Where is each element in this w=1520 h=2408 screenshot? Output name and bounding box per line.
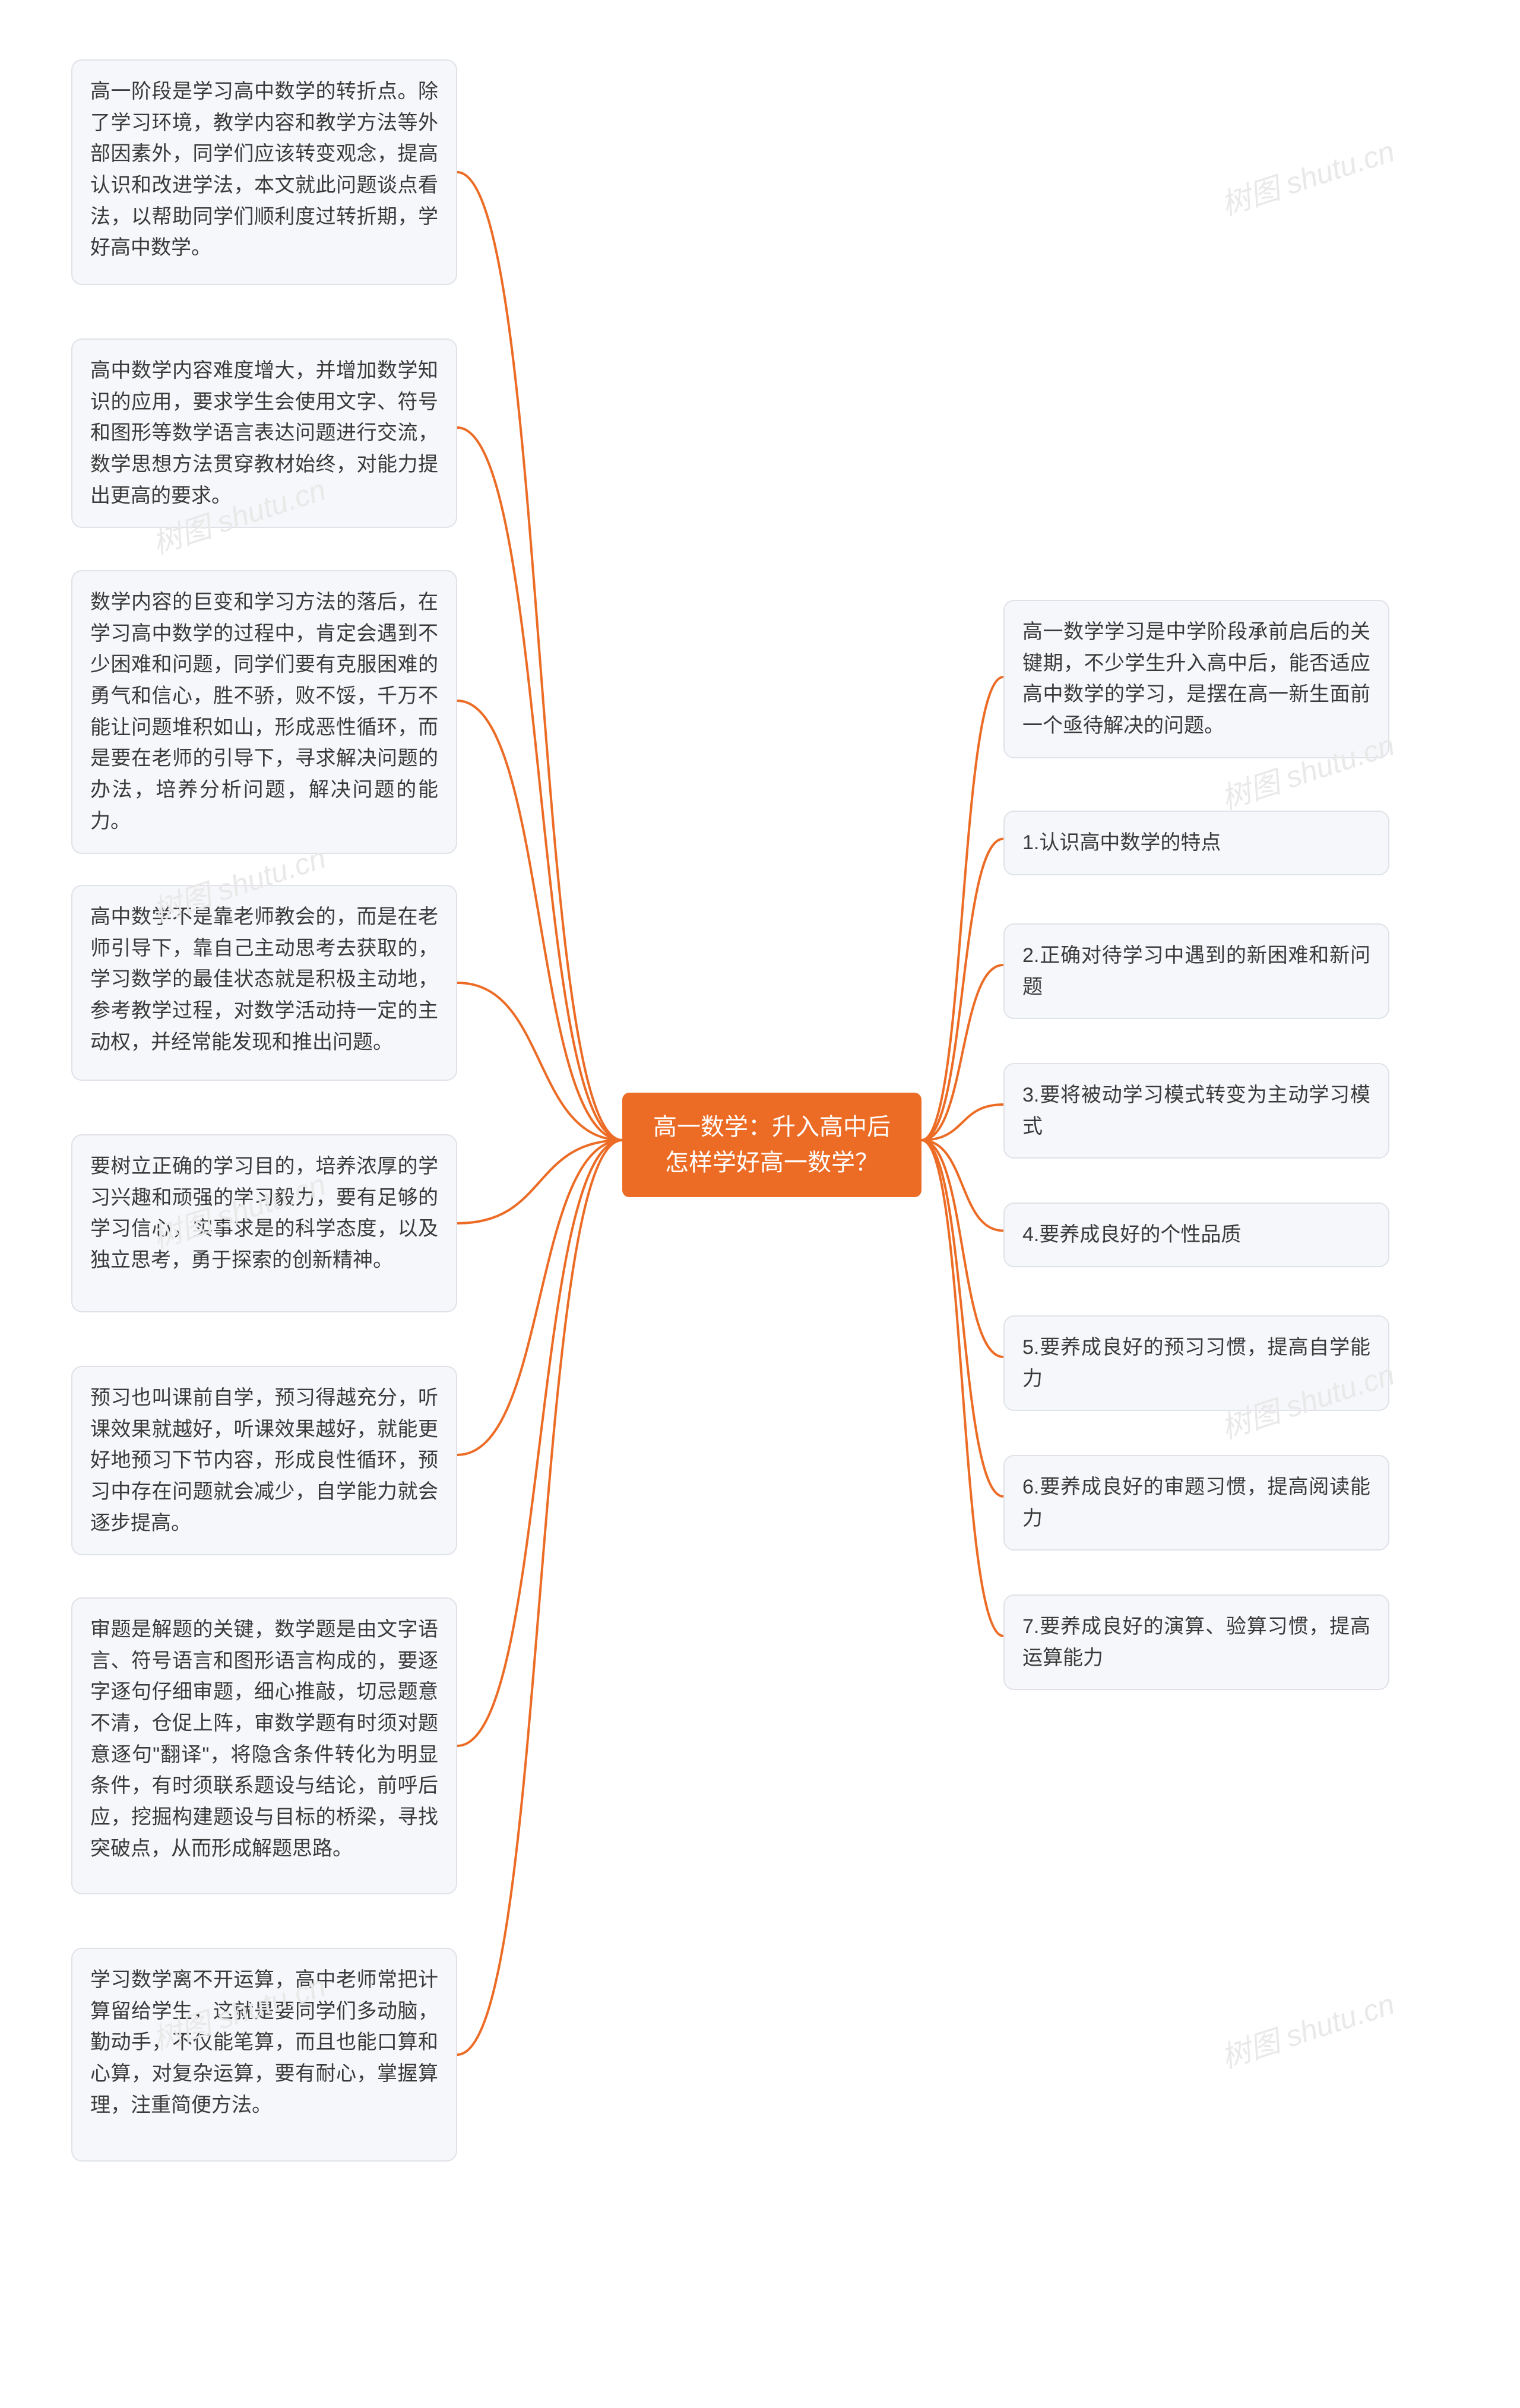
center-node: 高一数学：升入高中后怎样学好高一数学？ bbox=[622, 1093, 922, 1197]
edge bbox=[457, 1140, 622, 2055]
left-node-5: 预习也叫课前自学，预习得越充分，听课效果就越好，听课效果越好，就能更好地预习下节… bbox=[71, 1366, 457, 1555]
edge bbox=[922, 839, 1003, 1141]
left-node-3: 高中数学不是靠老师教会的，而是在老师引导下，靠自己主动思考去获取的，学习数学的最… bbox=[71, 885, 457, 1081]
edge bbox=[922, 1140, 1003, 1496]
right-node-7: 7.要养成良好的演算、验算习惯，提高运算能力 bbox=[1003, 1594, 1389, 1690]
edge bbox=[457, 983, 622, 1140]
edge bbox=[922, 1105, 1003, 1140]
watermark: 树图 shutu.cn bbox=[1215, 128, 1399, 224]
right-node-4: 4.要养成良好的个性品质 bbox=[1003, 1203, 1389, 1267]
edge bbox=[922, 677, 1003, 1140]
edge bbox=[922, 965, 1003, 1140]
left-node-0: 高一阶段是学习高中数学的转折点。除了学习环境，教学内容和教学方法等外部因素外，同… bbox=[71, 59, 457, 285]
right-node-6: 6.要养成良好的审题习惯，提高阅读能力 bbox=[1003, 1455, 1389, 1551]
right-node-1: 1.认识高中数学的特点 bbox=[1003, 811, 1389, 875]
right-node-3: 3.要将被动学习模式转变为主动学习模式 bbox=[1003, 1063, 1389, 1159]
edge bbox=[457, 172, 622, 1140]
edge bbox=[922, 1140, 1003, 1231]
left-node-6: 审题是解题的关键，数学题是由文字语言、符号语言和图形语言构成的，要逐字逐句仔细审… bbox=[71, 1597, 457, 1894]
edge bbox=[457, 1140, 622, 1223]
left-node-1: 高中数学内容难度增大，并增加数学知识的应用，要求学生会使用文字、符号和图形等数学… bbox=[71, 338, 457, 528]
edge bbox=[922, 1140, 1003, 1636]
right-node-5: 5.要养成良好的预习习惯，提高自学能力 bbox=[1003, 1315, 1389, 1411]
mindmap-canvas: 高一数学：升入高中后怎样学好高一数学？ 高一阶段是学习高中数学的转折点。除了学习… bbox=[0, 0, 1520, 2408]
left-node-2: 数学内容的巨变和学习方法的落后，在学习高中数学的过程中，肯定会遇到不少困难和问题… bbox=[71, 570, 457, 854]
edge bbox=[457, 1140, 622, 1455]
watermark: 树图 shutu.cn bbox=[1215, 1980, 1399, 2077]
left-node-4: 要树立正确的学习目的，培养浓厚的学习兴趣和顽强的学习毅力，要有足够的学习信心，实… bbox=[71, 1134, 457, 1312]
right-node-2: 2.正确对待学习中遇到的新困难和新问题 bbox=[1003, 923, 1389, 1019]
edge bbox=[457, 1140, 622, 1746]
left-node-7: 学习数学离不开运算，高中老师常把计算留给学生，这就是要同学们多动脑，勤动手，不仅… bbox=[71, 1948, 457, 2162]
edge bbox=[922, 1140, 1003, 1357]
edge bbox=[457, 701, 622, 1140]
edge bbox=[457, 428, 622, 1140]
right-node-0: 高一数学学习是中学阶段承前启后的关键期，不少学生升入高中后，能否适应高中数学的学… bbox=[1003, 600, 1389, 758]
